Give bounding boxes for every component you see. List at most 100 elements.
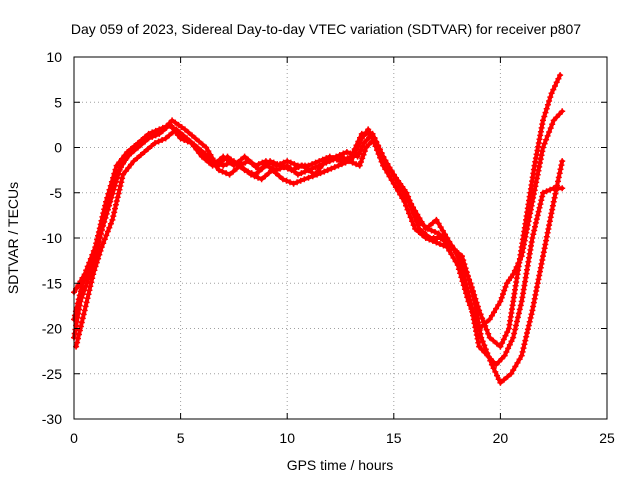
data-point [435, 230, 442, 237]
data-point [524, 330, 530, 336]
data-point [536, 163, 543, 170]
data-point [331, 164, 338, 171]
data-point [99, 213, 106, 220]
data-point [540, 144, 546, 151]
data-point [518, 352, 525, 359]
data-point [538, 260, 545, 267]
data-point [357, 134, 363, 141]
data-point [486, 334, 493, 341]
data-point [88, 279, 95, 286]
data-point [410, 204, 416, 211]
data-point [543, 233, 550, 240]
data-point [317, 170, 324, 177]
data-point [71, 312, 78, 319]
data-point [104, 194, 111, 201]
data-point [223, 156, 230, 163]
data-point [270, 161, 276, 168]
data-point [559, 158, 566, 165]
data-point [516, 306, 523, 313]
data-point [294, 179, 301, 186]
data-point [524, 326, 531, 333]
data-point [452, 249, 459, 256]
data-point [479, 338, 486, 345]
data-point [555, 75, 562, 82]
data-point [363, 137, 370, 143]
data-point [463, 281, 470, 288]
data-point [448, 251, 455, 258]
data-point [81, 307, 88, 314]
series-line [72, 109, 565, 340]
data-point [193, 146, 200, 153]
data-point [388, 177, 395, 184]
data-point [365, 141, 372, 148]
data-point [103, 198, 109, 205]
data-point [95, 232, 101, 239]
data-point [536, 204, 543, 211]
data-point [546, 218, 553, 225]
data-point [496, 358, 502, 365]
data-point [392, 175, 399, 182]
data-point [156, 126, 163, 133]
data-point [459, 269, 466, 276]
data-point [202, 156, 209, 163]
data-point [213, 159, 220, 166]
data-point [138, 137, 145, 143]
data-point [371, 134, 377, 141]
y-tick-label: 5 [54, 94, 62, 110]
data-point [504, 373, 511, 380]
data-point [519, 348, 526, 355]
data-point [520, 345, 527, 352]
data-point [337, 158, 344, 165]
data-point [494, 372, 500, 379]
data-point [543, 136, 550, 143]
data-point [514, 318, 520, 325]
data-point [305, 162, 312, 169]
data-point [506, 341, 513, 348]
data-point [328, 165, 335, 172]
data-point [403, 193, 410, 200]
data-point [196, 150, 203, 157]
data-point [85, 291, 92, 298]
data-point [514, 359, 521, 366]
y-tick-label: -25 [42, 366, 62, 382]
data-point [90, 271, 97, 278]
data-point [305, 174, 312, 181]
grid [74, 57, 607, 419]
y-tick-label: 0 [54, 140, 62, 156]
data-point [412, 207, 419, 214]
data-point [89, 275, 96, 282]
data-point [110, 213, 117, 220]
data-point [359, 155, 366, 162]
data-point [256, 167, 263, 174]
data-point [340, 150, 347, 157]
series-trace-4 [71, 121, 566, 368]
data-point [111, 170, 118, 177]
data-point [107, 182, 114, 189]
data-point [262, 158, 269, 165]
data-point [162, 135, 169, 142]
data-point [547, 186, 554, 193]
data-point [297, 177, 304, 184]
data-point [273, 162, 280, 169]
data-point [335, 162, 342, 169]
data-point [405, 197, 412, 203]
data-point [439, 227, 446, 234]
data-point [493, 340, 500, 347]
data-point [537, 201, 544, 208]
data-point [79, 315, 86, 322]
data-point [181, 137, 188, 143]
data-point [114, 194, 121, 201]
data-point [121, 152, 128, 159]
data-point [189, 132, 195, 139]
data-point [555, 174, 562, 181]
data-point [97, 221, 104, 228]
data-point [378, 154, 385, 161]
data-point [166, 132, 173, 139]
data-point [277, 161, 284, 168]
data-point [500, 336, 507, 343]
data-point [190, 143, 197, 150]
data-point [547, 94, 554, 101]
data-point [535, 208, 542, 215]
data-point [255, 174, 262, 181]
data-point [534, 171, 541, 178]
